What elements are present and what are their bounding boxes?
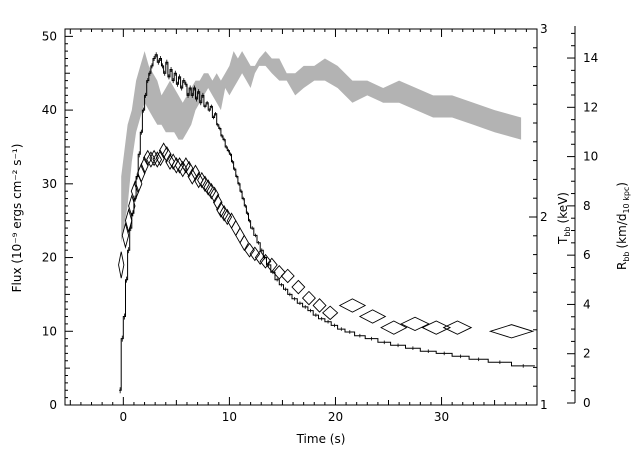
temperature-point (149, 149, 159, 167)
temperature-point (212, 193, 223, 211)
temperature-point (222, 208, 233, 226)
temperature-point (400, 316, 430, 332)
temperature-point (190, 164, 201, 182)
temperature-point (118, 251, 125, 279)
temperature-point (421, 320, 452, 335)
temperature-point (380, 320, 408, 335)
x-tick-label: 30 (434, 410, 449, 424)
temperature-point (216, 201, 226, 218)
temperature-point (162, 146, 172, 163)
y-left-tick-label: 10 (42, 324, 57, 338)
y-right-outer-tick-label: 10 (583, 150, 598, 164)
temperature-point (203, 179, 213, 196)
temperature-point (265, 257, 278, 273)
temperature-point (174, 157, 185, 174)
y-right-outer-axis-title: Rbb (km/d10 kpc) (615, 182, 631, 270)
y-right-inner-tick-label: 1 (540, 398, 548, 412)
y-left-tick-label: 0 (49, 398, 57, 412)
y-left-tick-label: 20 (42, 251, 57, 265)
y-right-outer-tick-label: 12 (583, 100, 598, 114)
temperature-point (146, 151, 156, 168)
temperature-point (128, 194, 136, 218)
temperature-point (244, 242, 255, 258)
temperature-point (121, 221, 130, 249)
y-right-inner-title-sub: bb (563, 226, 572, 236)
y-right-outer-title-unit-sub: 10 kpc (622, 187, 631, 214)
flux-histogram (119, 54, 535, 391)
radius-band (121, 51, 522, 243)
temperature-point (322, 305, 339, 321)
y-right-inner-axis-title: Tbb (keV) (556, 192, 572, 245)
y-left-tick-label: 40 (42, 103, 57, 117)
y-right-outer-tick-label: 4 (583, 297, 591, 311)
temperature-point (338, 298, 367, 313)
y-right-outer-title-main: R (615, 262, 629, 270)
temperature-point (200, 175, 210, 193)
temperature-point (219, 205, 229, 222)
temperature-point (239, 234, 250, 252)
y-right-outer-tick-label: 0 (583, 396, 591, 410)
y-right-outer-title-sub: bb (622, 252, 631, 262)
y-right-inner-tick-label: 2 (540, 210, 548, 224)
y-right-outer-title-unit-end: ) (615, 182, 629, 187)
temperature-point (235, 227, 245, 244)
temperature-point (177, 160, 188, 178)
temperature-point (442, 320, 473, 335)
temperature-point (226, 212, 237, 229)
y-left-tick-label: 50 (42, 29, 57, 43)
temperature-point (209, 186, 220, 204)
y-right-inner-title-unit: (keV) (556, 192, 570, 223)
temperature-point (280, 268, 295, 284)
temperature-point (152, 151, 163, 168)
y-right-inner-tick-label: 3 (540, 22, 548, 36)
temperature-point (158, 142, 169, 159)
temperature-point (358, 309, 387, 324)
x-axis-title: Time (s) (296, 432, 346, 446)
temperature-point (197, 171, 207, 189)
temperature-point (142, 149, 153, 167)
y-right-inner-title-main: T (556, 236, 570, 245)
y-right-outer-tick-label: 8 (583, 199, 591, 213)
x-tick-label: 10 (222, 410, 237, 424)
temperature-point (206, 182, 217, 200)
x-tick-label: 0 (120, 410, 128, 424)
temperature-point (291, 279, 306, 295)
temperature-point (140, 156, 149, 175)
temperature-point (181, 157, 191, 174)
temperature-point (301, 290, 316, 306)
x-tick-label: 20 (328, 410, 343, 424)
y-right-outer-tick-label: 14 (583, 51, 598, 65)
y-left-tick-label: 30 (42, 177, 57, 191)
y-right-outer-tick-label: 2 (583, 347, 591, 361)
temperature-point (249, 246, 261, 262)
y-left-axis-title: Flux (10⁻⁹ ergs cm⁻² s⁻¹) (10, 144, 24, 293)
temperature-point (488, 324, 535, 339)
y-right-outer-tick-label: 6 (583, 248, 591, 262)
plot-area (118, 51, 535, 394)
y-right-outer-title-unit: (km/d (615, 214, 629, 249)
temperature-point (312, 298, 327, 313)
temperature-point (231, 219, 241, 237)
